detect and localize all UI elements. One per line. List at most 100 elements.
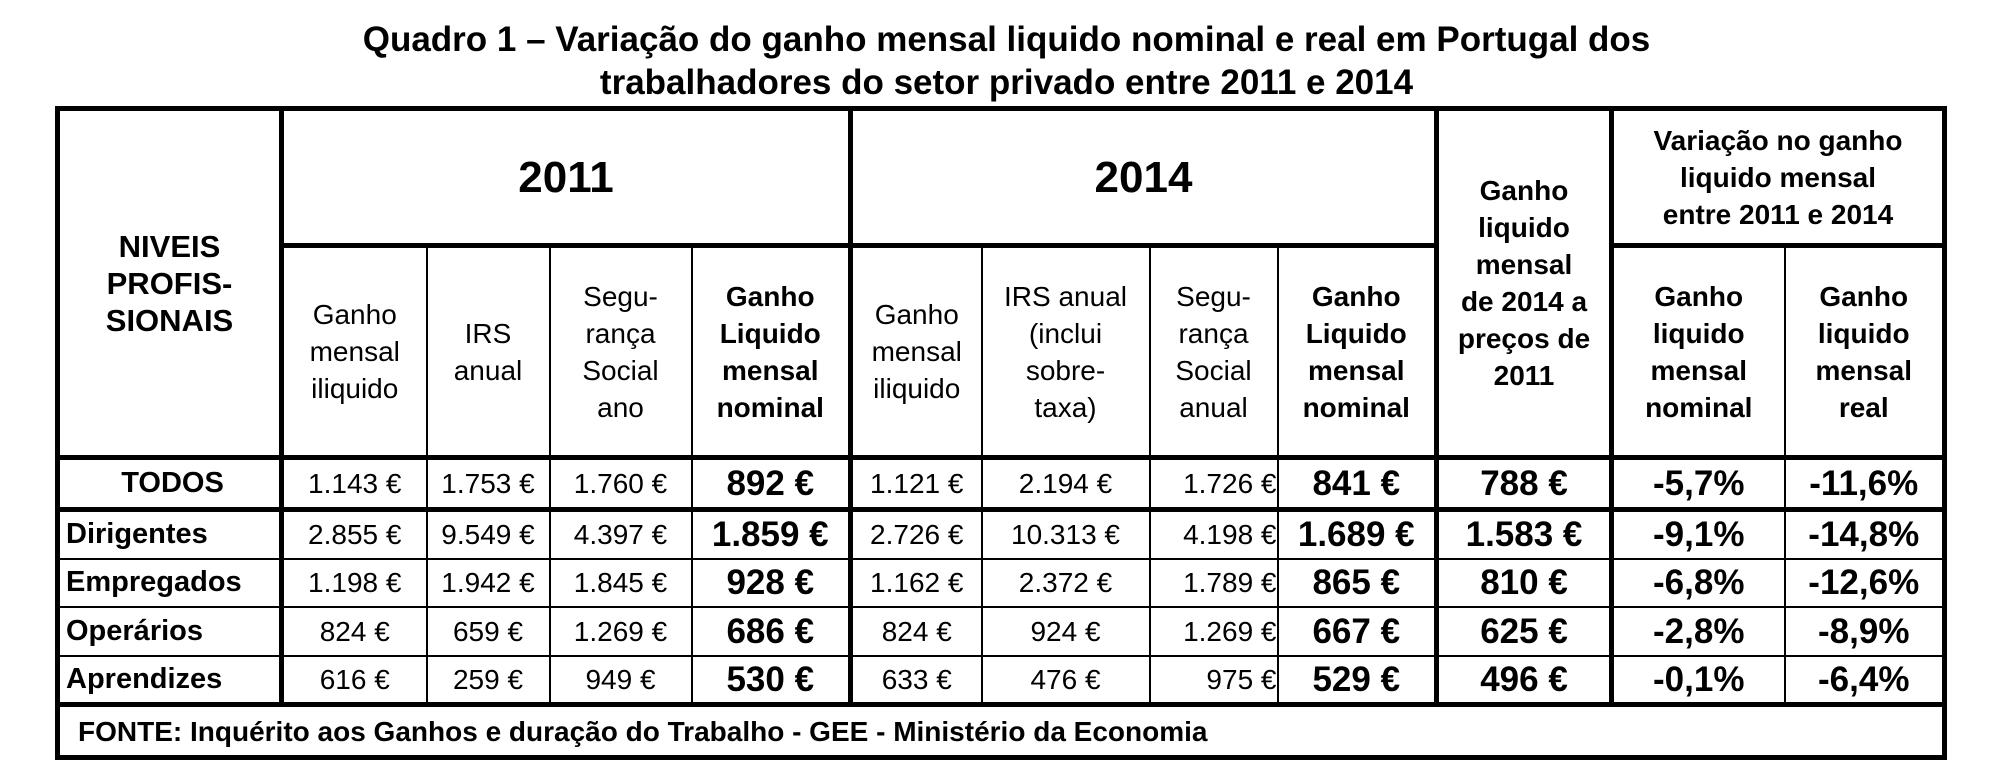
table-row: Empregados 1.198 €1.942 €1.845 €928 €1.16… [56,557,1946,608]
header-line: liquido [1817,317,1910,349]
cell-value: 659 € [425,605,551,657]
cell-value: 667 € [1276,605,1439,657]
header-line: taxa) [1034,391,1097,423]
subheader-2014-7: Ganho Liquido mensal nominal [1276,244,1439,460]
header-line: (inclui [1028,317,1103,349]
cell-value: 924 € [980,605,1151,657]
source-note: FONTE: Inquérito aos Ganhos e duração do… [56,702,1946,759]
cell-value: 1.845 € [548,557,693,608]
header-line: anual [1179,391,1248,423]
header-line: sobre- [1025,354,1106,386]
cell-value: 2.855 € [280,508,428,560]
header-line: real [1838,391,1889,423]
cell-value: 788 € [1435,456,1614,512]
header-line: 2011 [1493,360,1555,391]
cell-value: 529 € [1276,654,1439,706]
header-line: preços de [1457,323,1591,354]
cell-value: 975 € [1148,654,1279,706]
header-line: liquido [1478,212,1570,243]
cell-value: 1.760 € [548,456,693,512]
cell-value: -6,4% [1783,654,1946,706]
header-line: Segu- [1176,280,1251,312]
header-line: Social [582,354,659,386]
header-line: mensal [309,336,400,367]
cell-value: 1.198 € [280,557,428,608]
header-line: Ganho [1311,280,1401,312]
subheader-2014-5: IRS anual (inclui sobre-taxa) [980,244,1151,460]
header-line: ano [597,391,644,423]
header-line: Ganho [312,299,397,330]
cell-value: 824 € [849,605,983,657]
cell-value: 810 € [1435,557,1614,608]
header-line: mensal [1650,354,1748,386]
cell-value: 10.313 € [980,508,1151,560]
subheader-2014-6: Segu-rança Social anual [1148,244,1279,460]
subheader-var-8: Ganho liquido mensal nominal [1610,244,1786,460]
row-label: Dirigentes [56,508,284,560]
header-line: Ganho [1479,175,1569,206]
header-line: Social [1175,354,1252,386]
header-line: IRS [464,317,512,349]
header-line: Ganho [1819,280,1909,312]
cell-value: 530 € [690,654,853,706]
header-row-2: Ganho mensal iliquido IRS anual Segu-rança Soc… [58,244,1946,460]
title-line-2: trabalhadores do setor privado entre 201… [599,63,1414,102]
table-row: Operários 824 €659 €1.269 €686 €824 €924 … [56,605,1946,657]
cell-value: -6,8% [1610,557,1786,608]
cell-value: 625 € [1435,605,1614,657]
header-line: SIONAIS [105,302,234,338]
cell-value: 1.583 € [1435,508,1614,560]
cell-value: -5,7% [1610,456,1786,512]
header-line: liquido [1652,317,1745,349]
table-title: Quadro 1 – Variação do ganho mensal liqu… [0,18,2013,104]
cell-value: 1.269 € [1148,605,1279,657]
cell-value: 2.372 € [980,557,1151,608]
row-label: Operários [56,605,284,657]
cell-value: 841 € [1276,456,1439,512]
header-line: anual [453,354,523,386]
subheader-2011-1: IRS anual [425,244,551,460]
header-line: entre 2011 e 2014 [1662,198,1894,230]
header-line: PROFIS- [106,265,233,301]
header-line: mensal [1475,249,1573,280]
header-line: mensal [722,354,819,386]
header-row-1: NIVEIS PROFIS- SIONAIS 2011 2014 Ganho liqu… [56,107,1946,460]
cell-value: -12,6% [1783,557,1946,608]
cell-value: 4.198 € [1148,508,1279,560]
cell-value: -8,9% [1783,605,1946,657]
cell-value: 1.789 € [1148,557,1279,608]
cell-value: 1.121 € [849,456,983,512]
row-label: TODOS [56,456,284,512]
header-line: Variação no ganho [1653,124,1903,156]
cell-value: 1.689 € [1276,508,1439,560]
cell-value: 476 € [980,654,1151,706]
cell-value: 824 € [280,605,428,657]
cell-value: 1.942 € [425,557,551,608]
cell-value: 928 € [690,557,853,608]
cell-value: 4.397 € [548,508,693,560]
cell-value: 949 € [548,654,693,706]
row-label: Empregados [56,557,284,608]
cell-value: 2.194 € [980,456,1151,512]
header-line: NIVEIS [118,228,221,264]
cell-value: 1.753 € [425,456,551,512]
cell-value: -9,1% [1610,508,1786,560]
header-line: nominal [1645,391,1753,423]
header-year-2011: 2011 [280,107,853,248]
cell-value: 1.269 € [548,605,693,657]
cell-value: 1.859 € [690,508,853,560]
cell-value: 1.162 € [849,557,983,608]
header-year-2014: 2014 [849,107,1439,248]
header-line: IRS anual [1004,280,1127,312]
cell-value: 1.726 € [1148,456,1279,512]
table-row: TODOS 1.143 €1.753 €1.760 €892 €1.121 €2.… [56,456,1946,512]
header-line: liquido mensal [1679,161,1877,193]
cell-value: 1.143 € [280,456,428,512]
cell-value: -0,1% [1610,654,1786,706]
subheader-2011-0: Ganho mensal iliquido [280,244,428,460]
cell-value: 496 € [1435,654,1614,706]
header-line: Liquido [1305,317,1407,349]
header-line: rança [585,317,656,349]
title-line-1: Quadro 1 – Variação do ganho mensal liqu… [362,20,1651,59]
subheader-2011-2: Segu-rança Social ano [548,244,693,460]
